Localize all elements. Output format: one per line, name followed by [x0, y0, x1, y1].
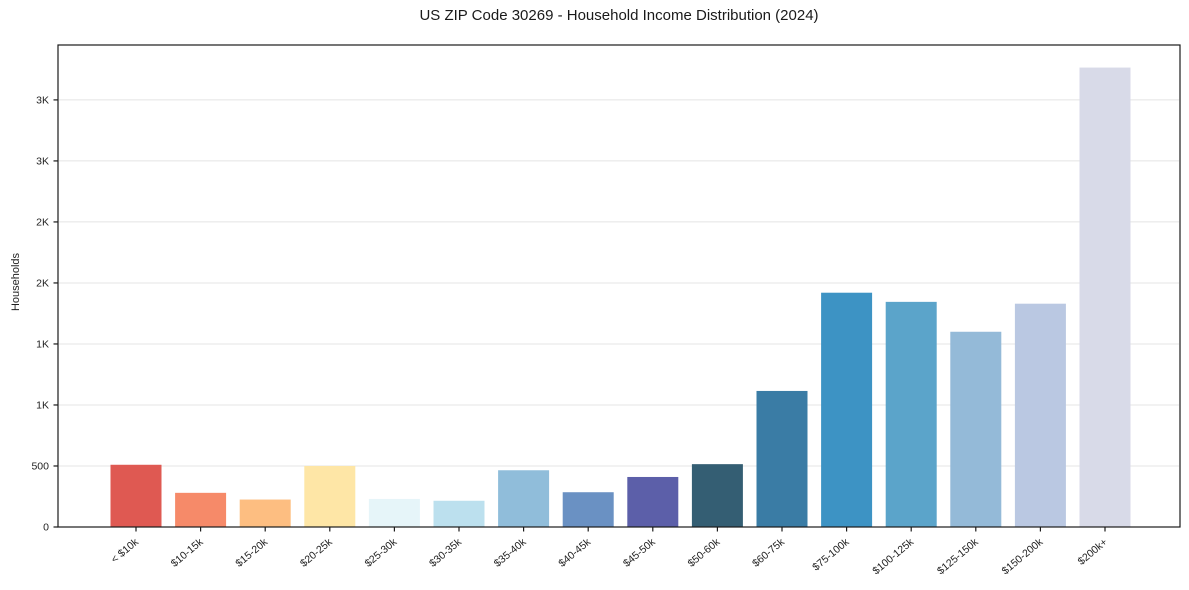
- x-tick-label: $50-60k: [686, 536, 723, 570]
- y-tick-label: 3K: [36, 155, 49, 167]
- bar-$30-35k: [433, 500, 485, 527]
- bar-$45-50k: [627, 476, 679, 527]
- bar-$75-100k: [821, 292, 873, 527]
- bar-$60-75k: [756, 390, 808, 527]
- x-tick-label: $200k+: [1076, 536, 1110, 568]
- x-tick-label: $150-200k: [1000, 536, 1046, 578]
- x-tick-label: $40-45k: [556, 536, 593, 570]
- bar-$10-15k: [175, 492, 227, 527]
- x-tick-label: $35-40k: [492, 536, 529, 570]
- bar-$35-40k: [498, 470, 550, 527]
- bar-$200k+: [1079, 67, 1131, 528]
- x-tick-label: $45-50k: [621, 536, 658, 570]
- x-tick-label: $75-100k: [810, 536, 852, 574]
- x-tick-label: $10-15k: [169, 536, 206, 570]
- bar-$50-60k: [691, 464, 743, 527]
- y-tick-label: 3K: [36, 94, 49, 106]
- x-tick-label: $100-125k: [870, 536, 916, 578]
- bar-$15-20k: [239, 499, 291, 527]
- x-tick-label: $25-30k: [363, 536, 400, 570]
- y-tick-label: 0: [43, 522, 49, 534]
- y-tick-label: 2K: [36, 216, 49, 228]
- y-tick-label: 1K: [36, 338, 49, 350]
- y-tick-label: 2K: [36, 277, 49, 289]
- y-tick-label: 500: [31, 460, 49, 472]
- y-tick-label: 1K: [36, 399, 49, 411]
- bar-$125-150k: [950, 331, 1002, 527]
- bar-$25-30k: [368, 498, 420, 527]
- x-tick-label: $30-35k: [427, 536, 464, 570]
- x-tick-label: $20-25k: [298, 536, 335, 570]
- bar-$20-25k: [304, 465, 356, 527]
- bar-$100-125k: [885, 301, 937, 527]
- x-tick-label: $60-75k: [750, 536, 787, 570]
- x-tick-label: < $10k: [109, 536, 142, 566]
- plot-border: [57, 44, 1181, 528]
- bar-$40-45k: [562, 492, 614, 527]
- x-tick-label: $125-150k: [935, 536, 981, 578]
- bar-< $10k: [110, 464, 162, 527]
- x-tick-label: $15-20k: [233, 536, 270, 570]
- bar-$150-200k: [1014, 303, 1066, 527]
- chart-title: US ZIP Code 30269 - Household Income Dis…: [419, 7, 819, 24]
